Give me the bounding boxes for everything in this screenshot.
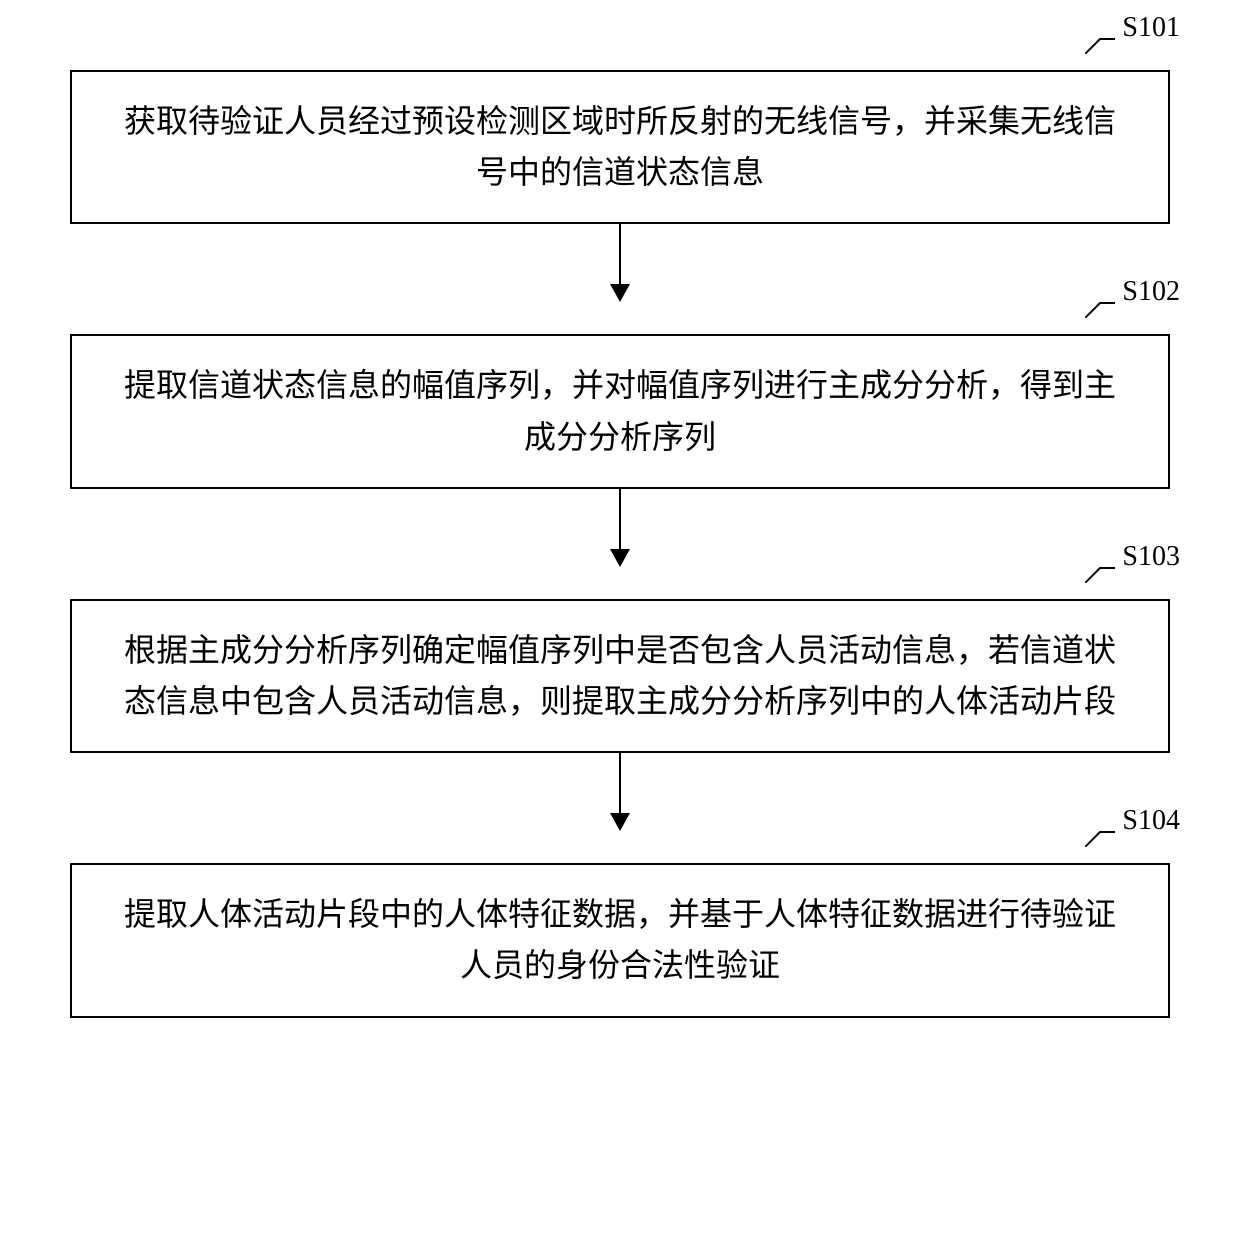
label-connector-icon (1085, 827, 1115, 847)
arrow-1 (70, 224, 1170, 304)
step-label: S102 (1122, 276, 1180, 308)
step-s103: S103 根据主成分分析序列确定幅值序列中是否包含人员活动信息，若信道状态信息中… (70, 569, 1170, 753)
arrow-head-icon (610, 549, 630, 567)
step-label: S101 (1122, 12, 1180, 44)
step-s104: S104 提取人体活动片段中的人体特征数据，并基于人体特征数据进行待验证人员的身… (70, 833, 1170, 1017)
step-box: 获取待验证人员经过预设检测区域时所反射的无线信号，并采集无线信号中的信道状态信息 (70, 70, 1170, 224)
label-connector-icon (1085, 298, 1115, 318)
step-box: 提取人体活动片段中的人体特征数据，并基于人体特征数据进行待验证人员的身份合法性验… (70, 863, 1170, 1017)
step-label: S103 (1122, 541, 1180, 573)
arrow-head-icon (610, 284, 630, 302)
flowchart-container: S101 获取待验证人员经过预设检测区域时所反射的无线信号，并采集无线信号中的信… (70, 40, 1170, 1018)
step-box: 根据主成分分析序列确定幅值序列中是否包含人员活动信息，若信道状态信息中包含人员活… (70, 599, 1170, 753)
label-connector-icon (1085, 563, 1115, 583)
arrow-3 (70, 753, 1170, 833)
step-s102: S102 提取信道状态信息的幅值序列，并对幅值序列进行主成分分析，得到主成分分析… (70, 304, 1170, 488)
arrow-line (619, 489, 621, 549)
step-label: S104 (1122, 805, 1180, 837)
label-connector-icon (1085, 34, 1115, 54)
arrow-line (619, 753, 621, 813)
arrow-head-icon (610, 813, 630, 831)
step-box: 提取信道状态信息的幅值序列，并对幅值序列进行主成分分析，得到主成分分析序列 (70, 334, 1170, 488)
step-s101: S101 获取待验证人员经过预设检测区域时所反射的无线信号，并采集无线信号中的信… (70, 40, 1170, 224)
arrow-line (619, 224, 621, 284)
arrow-2 (70, 489, 1170, 569)
